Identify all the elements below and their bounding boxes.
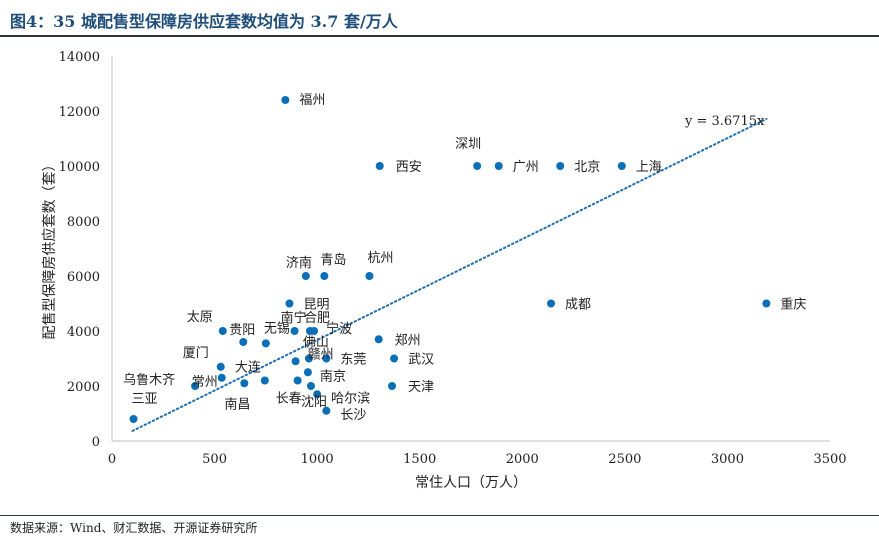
data-point bbox=[303, 368, 312, 377]
point-label: 佛山 bbox=[303, 336, 329, 351]
point-label: 常州 bbox=[192, 375, 218, 390]
data-point bbox=[290, 327, 299, 335]
trendline bbox=[131, 117, 768, 432]
x-tick-label: 2000 bbox=[506, 452, 539, 467]
data-point bbox=[310, 327, 319, 335]
data-point bbox=[301, 272, 310, 280]
trendline-equation: y = 3.6715x bbox=[684, 114, 765, 129]
x-tick-label: 500 bbox=[202, 452, 227, 467]
x-tick-label: 3500 bbox=[813, 452, 846, 467]
y-tick-label: 12000 bbox=[59, 105, 100, 120]
data-point bbox=[390, 354, 399, 363]
data-point bbox=[388, 382, 397, 390]
point-label: 郑州 bbox=[395, 333, 421, 348]
point-label: 青岛 bbox=[320, 252, 346, 268]
x-tick-label: 2500 bbox=[608, 452, 641, 467]
data-point bbox=[260, 376, 269, 385]
point-label: 广州 bbox=[513, 160, 539, 175]
point-label: 杭州 bbox=[367, 251, 393, 266]
data-point bbox=[281, 96, 290, 104]
point-label: 贵阳 bbox=[229, 323, 255, 338]
data-point bbox=[217, 373, 226, 382]
x-tick-label: 3000 bbox=[711, 452, 744, 467]
data-point bbox=[313, 390, 322, 399]
point-label: 乌鲁木齐 bbox=[123, 372, 175, 388]
y-tick-label: 14000 bbox=[59, 50, 100, 65]
axes: 0 500 1000 1500 2000 2500 3000 3500 0 2000 4000 600… bbox=[59, 50, 847, 467]
point-label: 沈阳 bbox=[301, 395, 327, 410]
y-axis-label: 配售型保障房供应套数（套） bbox=[41, 158, 58, 340]
point-label: 大连 bbox=[235, 360, 261, 376]
point-label: 重庆 bbox=[780, 297, 806, 313]
figure-title: 图4：35 城配售型保障房供应套数均值为 3.7 套/万人 bbox=[10, 12, 398, 31]
data-point bbox=[556, 162, 565, 170]
source-note: 数据来源：Wind、财汇数据、开源证券研究所 bbox=[10, 521, 258, 535]
data-point bbox=[365, 272, 374, 280]
data-point bbox=[240, 379, 249, 388]
data-point bbox=[320, 272, 329, 280]
point-label: 合肥 bbox=[304, 311, 330, 326]
point-label: 深圳 bbox=[455, 137, 481, 152]
x-tick-label: 1000 bbox=[301, 452, 334, 467]
data-point bbox=[494, 162, 503, 170]
y-tick-label: 8000 bbox=[67, 215, 100, 230]
point-label: 哈尔滨 bbox=[331, 390, 370, 406]
point-label: 武汉 bbox=[408, 353, 434, 368]
point-label: 南昌 bbox=[224, 396, 250, 412]
data-point bbox=[375, 162, 384, 170]
point-label: 无锡 bbox=[264, 321, 290, 336]
data-points bbox=[129, 96, 771, 423]
x-tick-label: 0 bbox=[108, 452, 116, 467]
point-label: 福州 bbox=[299, 93, 325, 108]
y-tick-label: 2000 bbox=[67, 380, 100, 395]
data-point bbox=[216, 362, 225, 371]
bottom-divider bbox=[0, 515, 879, 516]
point-label: 赣州 bbox=[308, 347, 334, 362]
point-label: 北京 bbox=[574, 160, 600, 175]
point-label: 宁波 bbox=[326, 321, 352, 337]
data-point bbox=[617, 162, 626, 170]
data-point bbox=[218, 327, 227, 335]
data-point bbox=[547, 299, 556, 308]
data-point bbox=[306, 382, 315, 390]
data-point bbox=[322, 354, 331, 363]
data-point bbox=[374, 335, 383, 344]
point-label: 长沙 bbox=[340, 408, 366, 423]
data-point bbox=[304, 354, 313, 363]
point-label: 长春 bbox=[276, 392, 302, 407]
y-tick-label: 0 bbox=[92, 435, 100, 450]
data-point bbox=[239, 338, 248, 346]
data-point bbox=[473, 162, 482, 170]
data-point bbox=[322, 406, 331, 415]
data-point bbox=[261, 339, 270, 348]
top-divider bbox=[0, 35, 879, 37]
point-label: 成都 bbox=[565, 298, 591, 313]
y-tick-label: 4000 bbox=[67, 325, 100, 340]
point-label: 西安 bbox=[396, 160, 422, 175]
data-point bbox=[293, 376, 302, 385]
scatter-chart: 0 500 1000 1500 2000 2500 3000 3500 0 2000 4000 600… bbox=[41, 50, 847, 491]
point-label: 南京 bbox=[320, 368, 346, 384]
data-point bbox=[762, 299, 771, 308]
trendline-group bbox=[131, 117, 768, 432]
point-label: 三亚 bbox=[132, 392, 158, 407]
point-label: 厦门 bbox=[183, 346, 209, 361]
x-tick-label: 1500 bbox=[403, 452, 436, 467]
point-label: 济南 bbox=[286, 255, 312, 271]
point-label: 上海 bbox=[636, 160, 662, 175]
point-label: 东莞 bbox=[340, 353, 366, 368]
point-label: 天津 bbox=[408, 380, 434, 395]
point-label: 南宁 bbox=[281, 310, 307, 326]
y-tick-label: 10000 bbox=[59, 160, 100, 175]
point-label: 昆明 bbox=[303, 298, 329, 313]
point-label: 太原 bbox=[187, 310, 213, 325]
data-point bbox=[129, 415, 138, 423]
x-axis-label: 常住人口（万人） bbox=[415, 475, 527, 491]
data-point bbox=[291, 357, 300, 366]
data-point bbox=[191, 382, 200, 390]
data-point bbox=[285, 299, 294, 308]
y-tick-label: 6000 bbox=[67, 270, 100, 285]
